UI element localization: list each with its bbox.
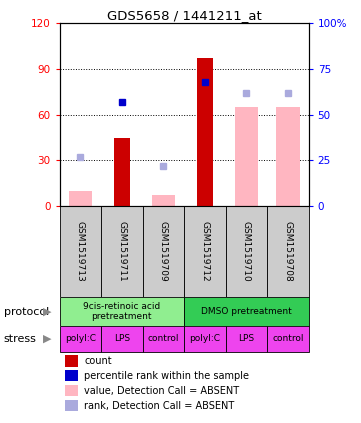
Text: protocol: protocol <box>4 307 49 317</box>
Text: GSM1519711: GSM1519711 <box>117 221 126 282</box>
Bar <box>267 326 309 352</box>
Text: LPS: LPS <box>238 334 255 343</box>
Text: ▶: ▶ <box>43 334 51 344</box>
Text: LPS: LPS <box>114 334 130 343</box>
Text: GSM1519713: GSM1519713 <box>76 221 85 282</box>
Bar <box>184 326 226 352</box>
Bar <box>184 297 309 326</box>
Title: GDS5658 / 1441211_at: GDS5658 / 1441211_at <box>107 9 261 22</box>
Text: stress: stress <box>4 334 36 344</box>
Bar <box>143 326 184 352</box>
Bar <box>267 206 309 297</box>
Text: polyI:C: polyI:C <box>65 334 96 343</box>
Bar <box>235 107 258 206</box>
Bar <box>60 297 184 326</box>
Bar <box>152 195 175 206</box>
Bar <box>65 385 78 396</box>
Text: GSM1519710: GSM1519710 <box>242 221 251 282</box>
Bar <box>69 191 92 206</box>
Text: count: count <box>84 356 112 366</box>
Text: DMSO pretreatment: DMSO pretreatment <box>201 307 292 316</box>
Bar <box>101 206 143 297</box>
Text: GSM1519708: GSM1519708 <box>283 221 292 282</box>
Text: polyI:C: polyI:C <box>190 334 220 343</box>
Text: percentile rank within the sample: percentile rank within the sample <box>84 371 249 381</box>
Bar <box>196 58 213 206</box>
Bar <box>65 355 78 367</box>
Text: control: control <box>272 334 304 343</box>
Text: GSM1519712: GSM1519712 <box>200 221 209 282</box>
Bar <box>184 206 226 297</box>
Bar <box>101 326 143 352</box>
Text: ▶: ▶ <box>43 307 51 317</box>
Text: 9cis-retinoic acid
pretreatment: 9cis-retinoic acid pretreatment <box>83 302 160 321</box>
Bar <box>65 370 78 381</box>
Bar <box>60 206 101 297</box>
Text: control: control <box>148 334 179 343</box>
Bar <box>65 400 78 412</box>
Text: rank, Detection Call = ABSENT: rank, Detection Call = ABSENT <box>84 401 235 411</box>
Bar <box>113 137 130 206</box>
Bar <box>276 107 300 206</box>
Bar <box>226 326 267 352</box>
Text: GSM1519709: GSM1519709 <box>159 221 168 282</box>
Bar <box>60 326 101 352</box>
Bar <box>226 206 267 297</box>
Text: value, Detection Call = ABSENT: value, Detection Call = ABSENT <box>84 386 240 396</box>
Bar <box>143 206 184 297</box>
